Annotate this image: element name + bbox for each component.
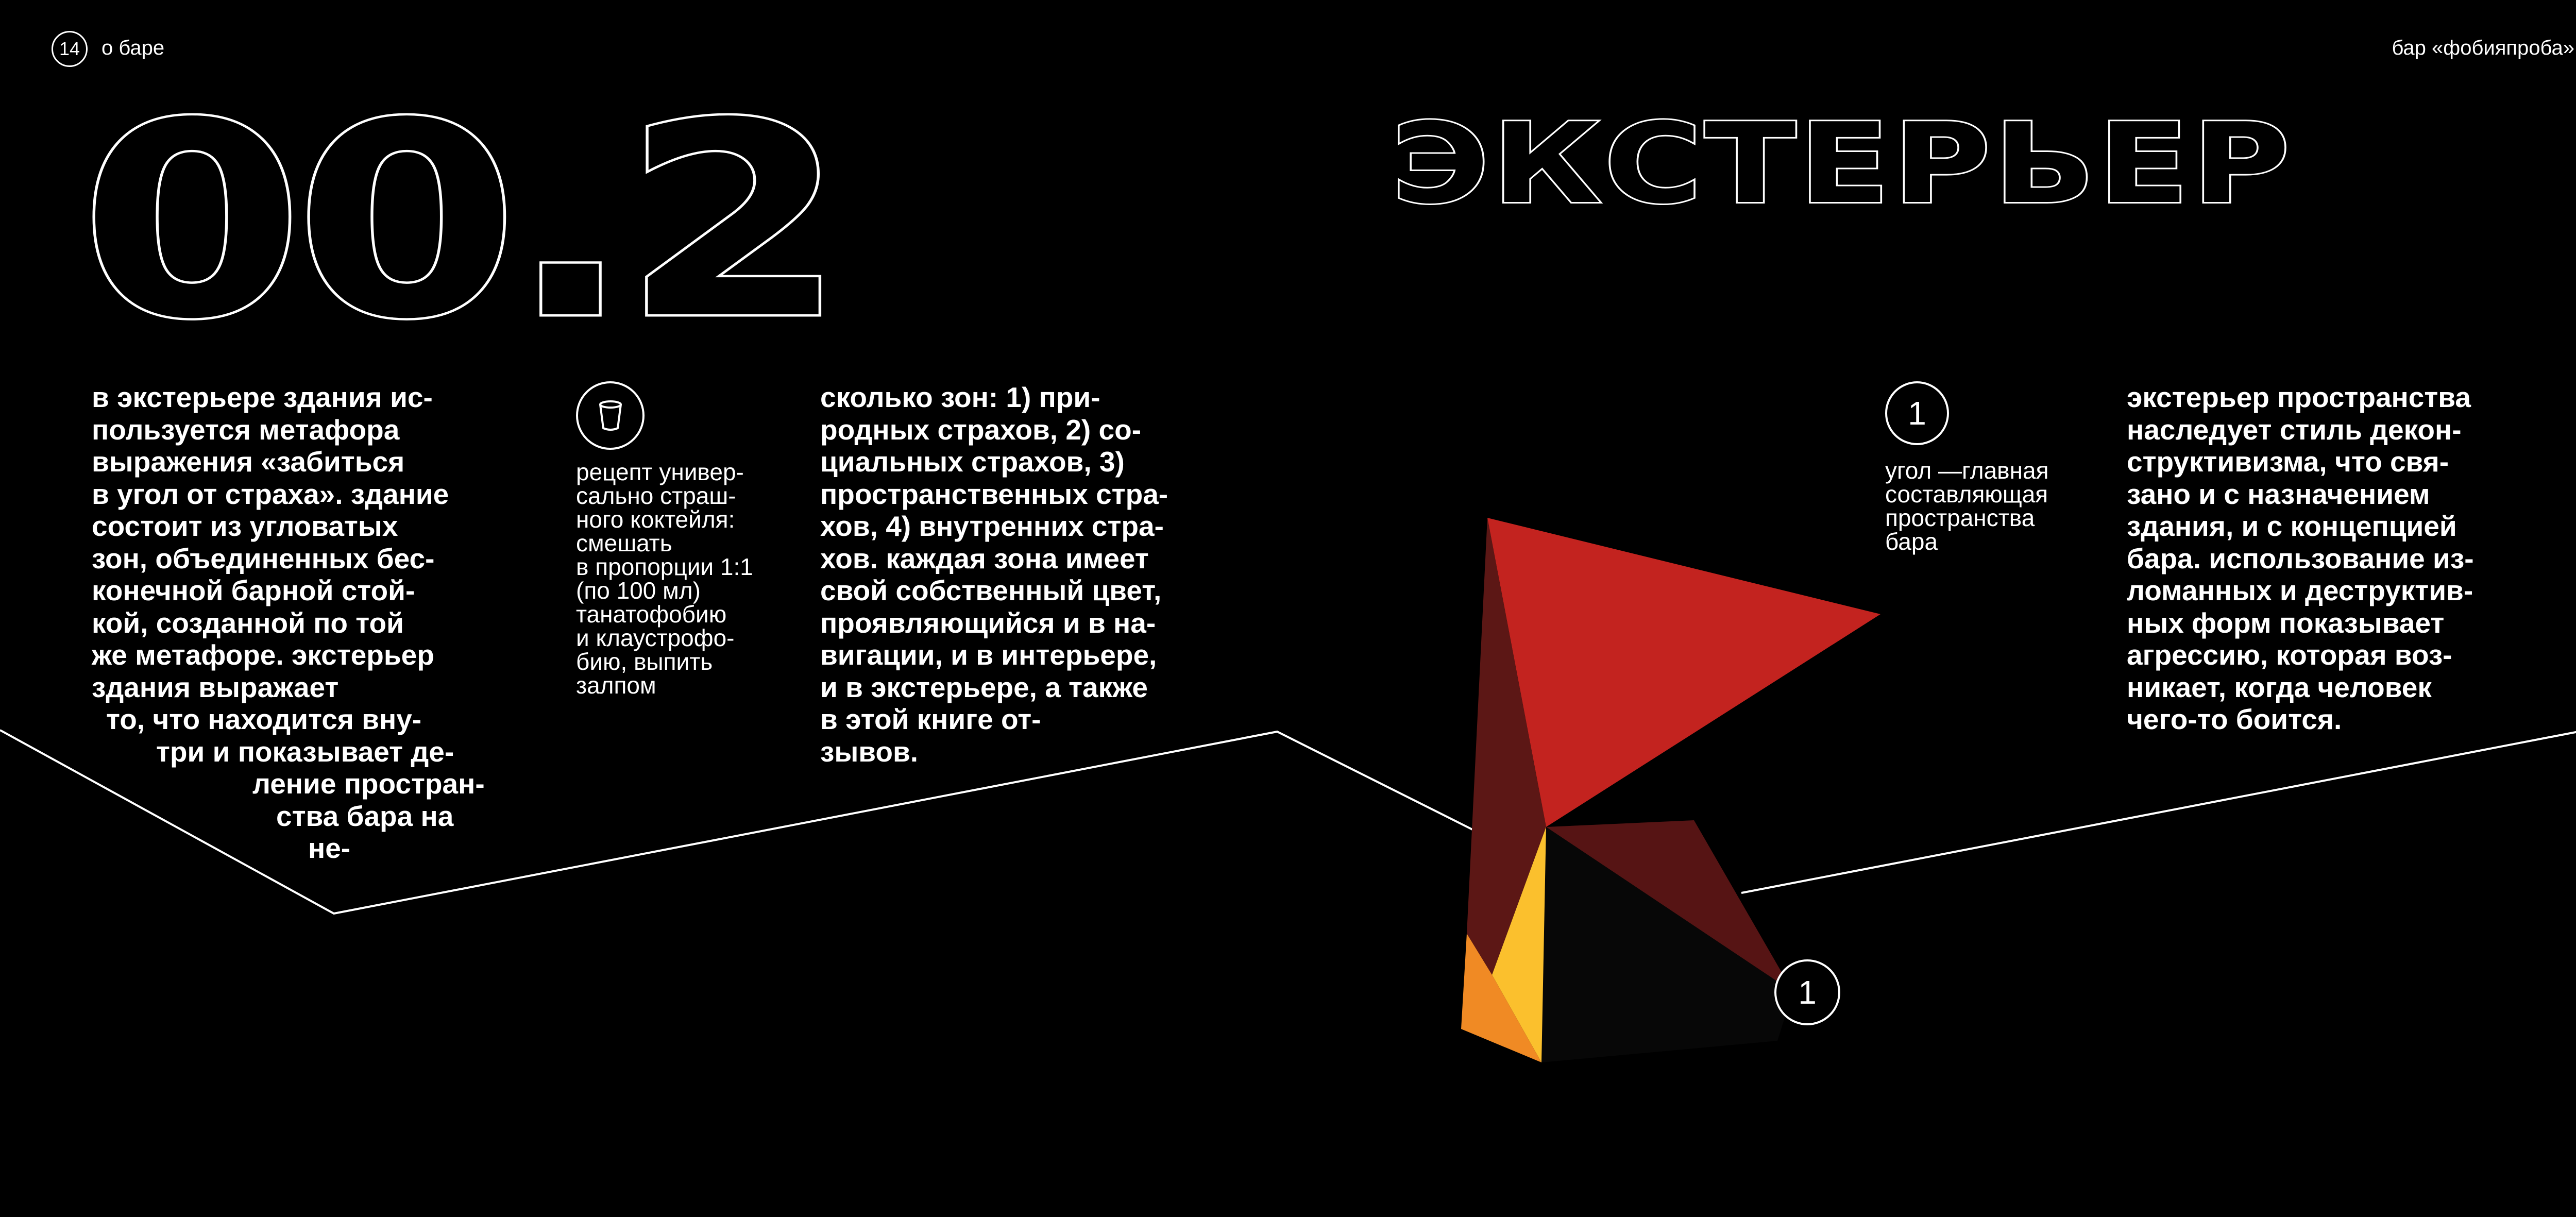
orange-shape bbox=[1461, 934, 1541, 1062]
text-line: же метафоре. экстерьер bbox=[92, 639, 434, 671]
callout-number-circle: 1 bbox=[1885, 381, 1949, 445]
text-line: проявляющийся и в на- bbox=[820, 606, 1156, 639]
cocktail-glass-icon bbox=[576, 381, 645, 450]
text-line: наследует стиль декон- bbox=[2127, 413, 2462, 446]
callout-line: угол —главная bbox=[1885, 457, 2049, 484]
text-line: здания выражает bbox=[92, 671, 339, 703]
text-column-2: сколько зон: 1) при- родных страхов, 2) … bbox=[820, 381, 1168, 768]
text-line: в экстерьере здания ис- bbox=[92, 381, 433, 413]
right-upper-shape bbox=[1546, 820, 1793, 992]
text-line: ление простран- bbox=[252, 768, 485, 800]
text-line: пользуется метафора bbox=[92, 413, 400, 446]
text-line: зывов. bbox=[820, 735, 919, 768]
callout-caption: угол —главная составляющая пространства … bbox=[1885, 459, 2049, 553]
left-section-label: о баре bbox=[101, 37, 165, 59]
text-line: циальных страхов, 3) bbox=[820, 446, 1125, 478]
recipe-line: смешать bbox=[576, 530, 672, 556]
text-line: бара. использование из- bbox=[2127, 542, 2474, 574]
text-line: хов. каждая зона имеет bbox=[820, 542, 1149, 574]
text-line: в этой книге от- bbox=[820, 703, 1041, 735]
roof-red-shape bbox=[1487, 518, 1880, 827]
left-page-number: 14 bbox=[52, 31, 88, 67]
text-line: конечной барной стой- bbox=[92, 574, 415, 606]
text-column-1: в экстерьере здания ис- пользуется метаф… bbox=[92, 381, 485, 865]
cocktail-recipe: рецепт универ- сально страш- ного коктей… bbox=[576, 460, 753, 697]
text-line: в угол от страха». здание bbox=[92, 478, 449, 510]
text-line: зон, объединенных бес- bbox=[92, 542, 435, 574]
text-line: и в экстерьере, а также bbox=[820, 671, 1148, 703]
text-line: выражения «забиться bbox=[92, 446, 405, 478]
recipe-line: бию, выпить bbox=[576, 648, 713, 675]
text-line: свой собственный цвет, bbox=[820, 574, 1162, 606]
recipe-line: и клаустрофо- bbox=[576, 624, 735, 651]
text-line: структивизма, что свя- bbox=[2127, 446, 2449, 478]
text-line: ства бара на bbox=[276, 800, 454, 832]
text-line: состоит из угловатых bbox=[92, 510, 398, 542]
text-line: не- bbox=[308, 832, 351, 864]
text-line: пространственных стра- bbox=[820, 478, 1168, 510]
text-line: три и показывает де- bbox=[156, 735, 454, 768]
recipe-line: рецепт универ- bbox=[576, 459, 744, 485]
text-line: сколько зон: 1) при- bbox=[820, 381, 1100, 413]
recipe-line: залпом bbox=[576, 672, 656, 699]
recipe-line: в пропорции 1:1 bbox=[576, 553, 753, 580]
text-line: экстерьер пространства bbox=[2127, 381, 2471, 413]
figure-marker-circle: 1 bbox=[1774, 959, 1840, 1025]
text-line: хов, 4) внутренних стра- bbox=[820, 510, 1164, 542]
callout-line: составляющая bbox=[1885, 481, 2048, 508]
text-line: зано и с назначением bbox=[2127, 478, 2430, 510]
text-line: здания, и с концепцией bbox=[2127, 510, 2457, 542]
yellow-shape bbox=[1492, 827, 1546, 1062]
recipe-line: танатофобию bbox=[576, 601, 727, 628]
text-line: чего-то боится. bbox=[2127, 703, 2342, 735]
callout-line: пространства bbox=[1885, 504, 2035, 531]
text-line: ломанных и деструктив- bbox=[2127, 574, 2473, 606]
text-line: вигации, и в интерьере, bbox=[820, 639, 1157, 671]
callout-line: бара bbox=[1885, 528, 1938, 555]
recipe-line: ного коктейля: bbox=[576, 506, 735, 533]
text-line: ных форм показывает bbox=[2127, 606, 2445, 639]
left-wall-shape bbox=[1467, 518, 1546, 975]
text-line: родных страхов, 2) со- bbox=[820, 413, 1142, 446]
text-line: то, что находится вну- bbox=[106, 703, 422, 735]
text-column-3: экстерьер пространства наследует стиль д… bbox=[2127, 381, 2474, 736]
text-line: кой, созданной по той bbox=[92, 606, 404, 639]
text-line: агрессию, которая воз- bbox=[2127, 639, 2452, 671]
text-line: никает, когда человек bbox=[2127, 671, 2432, 703]
chapter-title: ЭКСТЕРЬЕР bbox=[1389, 99, 2293, 228]
chapter-number: 00.2 bbox=[77, 65, 850, 378]
recipe-line: (по 100 мл) bbox=[576, 577, 701, 604]
front-dark-shape bbox=[1541, 827, 1793, 1062]
right-section-label: бар «фобияпроба» bbox=[2392, 37, 2574, 59]
recipe-line: сально страш- bbox=[576, 482, 736, 509]
